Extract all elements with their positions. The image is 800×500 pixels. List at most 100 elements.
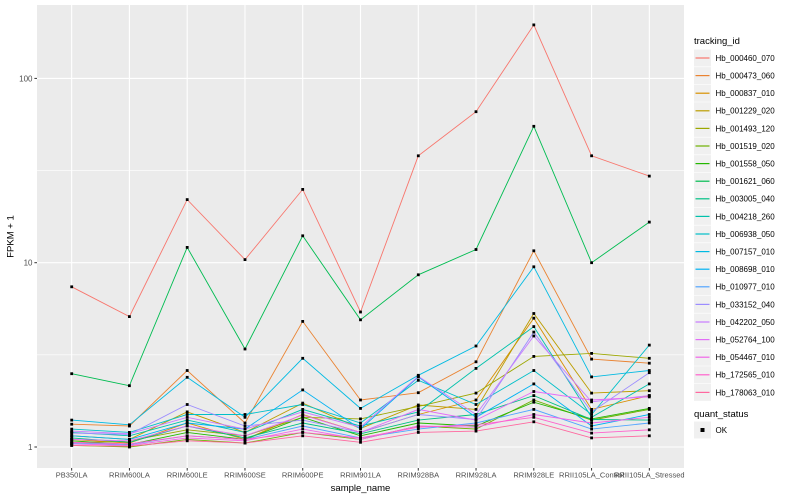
legend-item: Hb_010977_010 bbox=[694, 278, 775, 296]
data-point-marker bbox=[474, 415, 478, 419]
data-point-marker bbox=[416, 154, 420, 158]
data-point-marker bbox=[185, 375, 189, 379]
x-tick-label: RRIM600LE bbox=[167, 471, 208, 480]
data-point-marker bbox=[532, 312, 536, 315]
data-point-marker bbox=[647, 395, 651, 399]
series-points-Hb_052764_100 bbox=[70, 390, 651, 443]
legend-item: Hb_052764_100 bbox=[694, 331, 775, 349]
data-point-marker bbox=[243, 441, 247, 445]
data-point-marker bbox=[474, 360, 478, 364]
data-point-marker bbox=[647, 418, 651, 422]
legend-item-label: Hb_033152_040 bbox=[716, 300, 776, 309]
data-point-marker bbox=[532, 390, 536, 393]
ok-marker-icon bbox=[700, 428, 705, 432]
data-point-marker bbox=[532, 330, 536, 334]
data-point-marker bbox=[301, 410, 305, 414]
legend-item: Hb_042202_050 bbox=[694, 313, 775, 331]
data-point-marker bbox=[128, 432, 131, 436]
data-point-marker bbox=[243, 413, 247, 416]
data-point-marker bbox=[70, 440, 74, 444]
data-point-marker bbox=[185, 369, 189, 372]
x-tick-label: RRII105LA_Control bbox=[559, 471, 624, 480]
data-point-marker bbox=[416, 374, 420, 378]
data-point-marker bbox=[301, 434, 305, 438]
data-point-marker bbox=[243, 431, 247, 434]
data-point-marker bbox=[128, 442, 131, 446]
data-point-marker bbox=[532, 334, 536, 338]
legend-item: Hb_006938_050 bbox=[694, 225, 776, 243]
data-point-marker bbox=[416, 418, 420, 422]
data-point-marker bbox=[474, 391, 478, 395]
data-point-marker bbox=[647, 356, 651, 360]
data-point-marker bbox=[70, 429, 74, 433]
y-axis-title: FPKM + 1 bbox=[6, 215, 17, 258]
data-point-marker bbox=[243, 415, 247, 419]
y-tick-label: 100 bbox=[19, 74, 33, 83]
data-point-marker bbox=[474, 110, 478, 114]
legend-item-label: Hb_178063_010 bbox=[716, 388, 776, 397]
data-point-marker bbox=[301, 418, 305, 422]
legend-item-label: Hb_006938_050 bbox=[716, 230, 776, 239]
data-point-marker bbox=[301, 356, 305, 360]
data-point-marker bbox=[416, 410, 420, 414]
data-point-marker bbox=[590, 421, 593, 425]
data-point-marker bbox=[647, 415, 651, 419]
series-points-Hb_001621_060 bbox=[70, 124, 651, 388]
data-point-marker bbox=[416, 421, 420, 425]
legend-item: Hb_054467_010 bbox=[694, 348, 776, 366]
data-point-marker bbox=[474, 421, 478, 425]
legend-item-label: Hb_054467_010 bbox=[716, 353, 776, 362]
data-point-marker bbox=[243, 438, 247, 441]
legend-item: Hb_172565_010 bbox=[694, 366, 776, 384]
x-tick-label: RRIM600SE bbox=[224, 471, 266, 480]
data-point-marker bbox=[416, 405, 420, 408]
legend-quant-status: OK bbox=[694, 421, 728, 439]
legend-item-label: OK bbox=[716, 426, 728, 435]
legend-item: Hb_004218_260 bbox=[694, 207, 775, 225]
data-point-marker bbox=[359, 310, 362, 314]
legend-item: Hb_000473_060 bbox=[694, 67, 775, 85]
data-point-marker bbox=[301, 408, 305, 411]
x-tick-label: RRIM928LE bbox=[513, 471, 554, 480]
data-point-marker bbox=[590, 375, 593, 379]
data-point-marker bbox=[532, 382, 536, 386]
data-point-marker bbox=[185, 436, 189, 440]
data-point-marker bbox=[185, 415, 189, 419]
data-point-marker bbox=[647, 389, 651, 393]
data-point-marker bbox=[185, 403, 189, 406]
data-point-marker bbox=[128, 423, 131, 427]
data-point-marker bbox=[70, 434, 74, 438]
data-point-marker bbox=[416, 425, 420, 429]
data-point-marker bbox=[474, 427, 478, 431]
data-point-marker bbox=[128, 315, 131, 318]
legend-item: Hb_000460_070 bbox=[694, 49, 775, 67]
legend-item-label: Hb_172565_010 bbox=[716, 371, 776, 380]
data-point-marker bbox=[532, 415, 536, 419]
data-point-marker bbox=[532, 23, 536, 27]
legend-item-label: Hb_001519_020 bbox=[716, 142, 776, 151]
data-point-marker bbox=[590, 352, 593, 355]
data-point-marker bbox=[647, 220, 651, 224]
data-point-marker bbox=[185, 410, 189, 414]
data-point-marker bbox=[647, 434, 651, 438]
data-point-marker bbox=[590, 410, 593, 414]
data-point-marker bbox=[647, 407, 651, 410]
data-point-marker bbox=[359, 318, 362, 322]
data-point-marker bbox=[416, 431, 420, 434]
data-point-marker bbox=[474, 403, 478, 406]
series-points-Hb_172565_010 bbox=[70, 415, 651, 446]
data-point-marker bbox=[532, 400, 536, 404]
data-point-marker bbox=[416, 413, 420, 416]
data-point-marker bbox=[474, 408, 478, 411]
data-point-marker bbox=[301, 421, 305, 425]
data-point-marker bbox=[185, 418, 189, 422]
data-point-marker bbox=[70, 438, 74, 441]
data-point-marker bbox=[416, 427, 420, 431]
legend-item: Hb_000837_010 bbox=[694, 84, 775, 102]
data-point-marker bbox=[70, 431, 74, 435]
data-point-marker bbox=[70, 285, 74, 289]
data-point-marker bbox=[185, 246, 189, 249]
data-point-marker bbox=[647, 174, 651, 178]
data-point-marker bbox=[532, 316, 536, 320]
